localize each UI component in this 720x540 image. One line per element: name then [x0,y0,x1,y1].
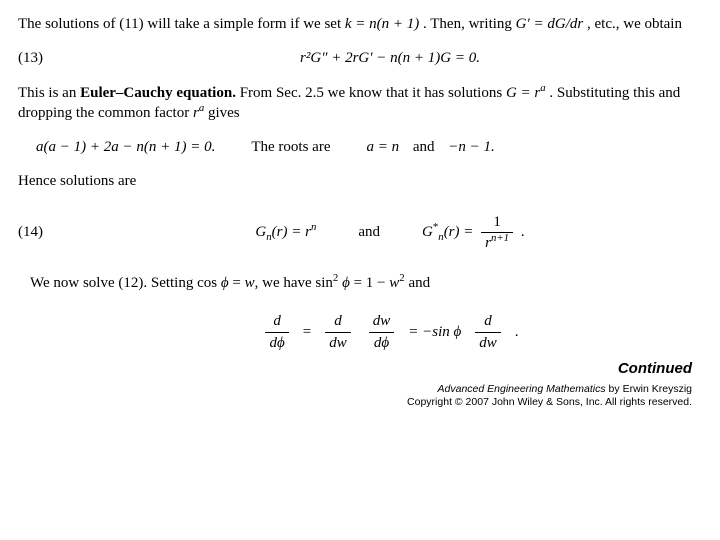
text: = [229,275,245,291]
root-2: −n − 1. [438,139,495,155]
roots-label: The roots are [251,137,330,157]
continued-label: Continued [18,359,692,379]
text: and [405,275,430,291]
text: We now solve (12). Setting cos [30,275,221,291]
equation-13: (13) r²G″ + 2rG′ − n(n + 1)G = 0. [18,48,702,68]
book-title: Advanced Engineering Mathematics [438,383,606,395]
text: , etc., we obtain [587,16,682,32]
eq-body: (r) = r [272,224,311,240]
author: by Erwin Kreyszig [606,383,692,395]
text: . Then, writing [423,16,516,32]
and-text: and [403,139,435,155]
chain-rule-eq: d dϕ = d dw dw dϕ = −sin ϕ d dw . [18,311,702,353]
eq-number: (14) [18,222,78,242]
frac-dwdphi: dw dϕ [369,311,395,353]
copyright-line: Copyright © 2007 John Wiley & Sons, Inc.… [407,396,692,408]
w: w [389,275,399,291]
eq-body: r²G″ + 2rG′ − n(n + 1)G = 0. [78,48,702,68]
hence-text: Hence solutions are [18,171,702,191]
eq-body: (r) = [444,224,477,240]
w: w [245,275,255,291]
equation-14: (14) Gn(r) = rn and G*n(r) = 1 rn+1 . [18,212,702,254]
equals: = [303,322,311,342]
dw: dw [475,332,501,353]
sup-n1: n+1 [491,232,509,244]
G: G [422,224,433,240]
text: = 1 − [350,275,389,291]
math-G: G = r [506,85,540,101]
G: G [255,224,266,240]
math-gprime: G′ = dG/dr [516,16,584,32]
denominator: rn+1 [481,232,513,253]
text: The solutions of (11) will take a simple… [18,16,345,32]
eq-number: (13) [18,48,78,68]
phi: ϕ [338,275,350,291]
paragraph-euler: This is an Euler–Cauchy equation. From S… [18,83,702,124]
sup-n: n [311,221,316,233]
dphi: dϕ [265,332,288,353]
d: d [475,311,501,331]
and-text: and [358,222,380,242]
eq14-g1: Gn(r) = rn [255,222,316,242]
sup-a: a [540,82,545,94]
d: d [325,311,351,331]
minus-sin-phi: = −sin ϕ [408,322,461,342]
text: From Sec. 2.5 we know that it has soluti… [240,85,506,101]
root-1: a = n [366,139,399,155]
phi: ϕ [221,275,229,291]
paragraph-intro: The solutions of (11) will take a simple… [18,14,702,34]
numerator: 1 [481,212,513,232]
dphi: dϕ [369,332,395,353]
frac-ddw: d dw [325,311,351,353]
roots-line: a(a − 1) + 2a − n(n + 1) = 0. The roots … [36,137,702,157]
roots-equation: a(a − 1) + 2a − n(n + 1) = 0. [36,137,215,157]
eq14-g2: G*n(r) = 1 rn+1 . [422,212,525,254]
d: d [265,311,288,331]
dw: dw [325,332,351,353]
math-k: k = n(n + 1) [345,16,419,32]
bold-euler-cauchy: Euler–Cauchy equation. [80,85,236,101]
frac-ddphi: d dϕ [265,311,288,353]
text: , we have sin [255,275,333,291]
fraction: 1 rn+1 [481,212,513,254]
copyright-block: Advanced Engineering Mathematics by Erwi… [18,383,692,409]
dw: dw [369,311,395,331]
period: . [515,322,519,342]
frac-ddw2: d dw [475,311,501,353]
text: This is an [18,85,80,101]
sup-a2: a [199,102,204,114]
paragraph-solve12: We now solve (12). Setting cos ϕ = w, we… [30,273,702,293]
text: gives [208,105,240,121]
period: . [521,224,525,240]
